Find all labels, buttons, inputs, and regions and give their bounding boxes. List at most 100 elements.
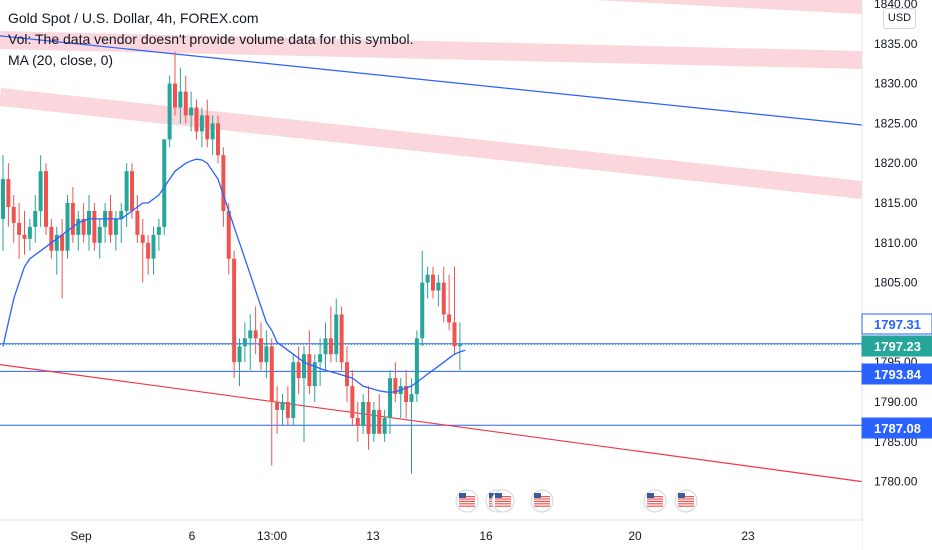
price-tag-bg bbox=[861, 417, 932, 439]
trend-lines[interactable] bbox=[0, 35, 863, 483]
symbol-title[interactable]: Gold Spot / U.S. Dollar, 4h, FOREX.com bbox=[8, 10, 259, 26]
candle-body bbox=[280, 402, 285, 410]
candle-body bbox=[382, 417, 387, 434]
flag-stripe bbox=[678, 500, 694, 502]
time-tick-label: 20 bbox=[628, 529, 642, 543]
us-flag-icon[interactable] bbox=[491, 489, 515, 513]
flag-stripe bbox=[459, 496, 475, 498]
flag-stripe bbox=[647, 500, 663, 502]
candle-body bbox=[60, 234, 65, 251]
flag-stripe bbox=[534, 498, 550, 500]
candle-body bbox=[242, 338, 247, 347]
price-tick-label: 1790.00 bbox=[874, 395, 918, 409]
candle-body bbox=[377, 409, 382, 434]
candle-body bbox=[76, 218, 81, 235]
flag-canton bbox=[678, 493, 685, 498]
ma-indicator-label[interactable]: MA (20, close, 0) bbox=[8, 52, 114, 68]
candle-body bbox=[113, 218, 118, 235]
flag-stripe bbox=[459, 505, 475, 507]
candle-body bbox=[44, 171, 48, 227]
flag-canton bbox=[495, 493, 502, 498]
flag-stripe bbox=[678, 503, 694, 505]
candle-body bbox=[156, 226, 161, 235]
flag-stripe bbox=[678, 496, 694, 498]
chart-legend: Gold Spot / U.S. Dollar, 4h, FOREX.com V… bbox=[8, 8, 414, 71]
candle-body bbox=[38, 171, 43, 211]
candle-body bbox=[312, 362, 317, 387]
flag-stripe bbox=[647, 496, 663, 498]
currency-label[interactable]: USD bbox=[883, 8, 916, 29]
candle-body bbox=[253, 330, 258, 339]
time-axis-bg bbox=[0, 520, 862, 550]
price-tags: 1797.31 1797.23 1793.84 1787.08 bbox=[861, 313, 932, 439]
candle-body bbox=[1, 179, 5, 219]
price-tick-label: 1830.00 bbox=[874, 77, 918, 91]
candle-body bbox=[81, 218, 86, 235]
flag-stripe bbox=[647, 505, 663, 507]
flag-stripe bbox=[534, 500, 550, 502]
price-tag-bg bbox=[861, 363, 932, 385]
flag-canton bbox=[647, 493, 654, 498]
price-tag: 1793.84 bbox=[861, 363, 932, 385]
candle-body bbox=[414, 338, 419, 395]
time-tick-label: 13:00 bbox=[257, 529, 287, 543]
candle-body bbox=[452, 322, 457, 347]
us-flag-icon[interactable] bbox=[455, 489, 479, 513]
time-tick-label: 23 bbox=[741, 529, 755, 543]
candle-body bbox=[334, 314, 339, 355]
price-tick-label: 1820.00 bbox=[874, 156, 918, 170]
candle-body bbox=[436, 282, 441, 291]
red-trendline[interactable] bbox=[0, 363, 863, 483]
candle-body bbox=[70, 203, 75, 235]
candle-body bbox=[162, 139, 167, 227]
candle-body bbox=[441, 282, 446, 315]
band-line bbox=[0, 31, 863, 69]
flag-stripe bbox=[459, 500, 475, 502]
candle-body bbox=[151, 234, 156, 259]
flag-stripe bbox=[678, 498, 694, 500]
candle-body bbox=[371, 409, 376, 434]
flag-canton bbox=[459, 493, 466, 498]
price-axis[interactable]: 1840.00 1835.00 1830.00 1825.00 1820.00 1815.… bbox=[861, 0, 932, 550]
candle-body bbox=[388, 378, 392, 418]
flag-stripe bbox=[678, 505, 694, 507]
volume-note[interactable]: Vol: The data vendor doesn't provide vol… bbox=[8, 31, 414, 47]
candle-body bbox=[259, 338, 263, 363]
candle-body bbox=[318, 354, 323, 363]
us-flag-icon[interactable] bbox=[643, 489, 667, 513]
candle-body bbox=[285, 402, 290, 418]
candle-body bbox=[361, 402, 366, 426]
price-tag-text: 1793.84 bbox=[874, 367, 922, 382]
price-tick-label: 1825.00 bbox=[874, 116, 918, 130]
candle-body bbox=[269, 346, 274, 402]
flag-stripe bbox=[459, 503, 475, 505]
us-flag-icon[interactable] bbox=[530, 489, 554, 513]
flag-stripe bbox=[495, 503, 511, 505]
candle-body bbox=[232, 258, 237, 363]
candle-body bbox=[350, 386, 355, 418]
candle-body bbox=[237, 346, 242, 363]
price-tick-label: 1805.00 bbox=[874, 276, 918, 290]
economic-event-icons[interactable] bbox=[455, 489, 698, 513]
candle-body bbox=[183, 91, 188, 116]
candle-body bbox=[431, 274, 435, 291]
candle-body bbox=[345, 362, 349, 387]
time-tick-label: 6 bbox=[189, 529, 196, 543]
candle-body bbox=[323, 338, 328, 355]
candlestick-series bbox=[1, 51, 462, 474]
price-tag-text: 1797.23 bbox=[874, 339, 921, 354]
flag-stripe bbox=[534, 496, 550, 498]
flag-stripe bbox=[495, 498, 511, 500]
candle-body bbox=[189, 107, 194, 116]
candle-body bbox=[457, 344, 462, 347]
candle-body bbox=[248, 330, 253, 339]
time-axis[interactable]: Sep 6 13:00 13 16 20 23 bbox=[0, 519, 862, 550]
time-tick-label: 16 bbox=[479, 529, 493, 543]
candle-body bbox=[11, 206, 16, 223]
band-line bbox=[593, 0, 863, 14]
blue-trendline[interactable] bbox=[0, 35, 863, 126]
us-flag-icon[interactable] bbox=[674, 489, 698, 513]
candle-body bbox=[146, 242, 151, 259]
candle-body bbox=[328, 338, 333, 355]
